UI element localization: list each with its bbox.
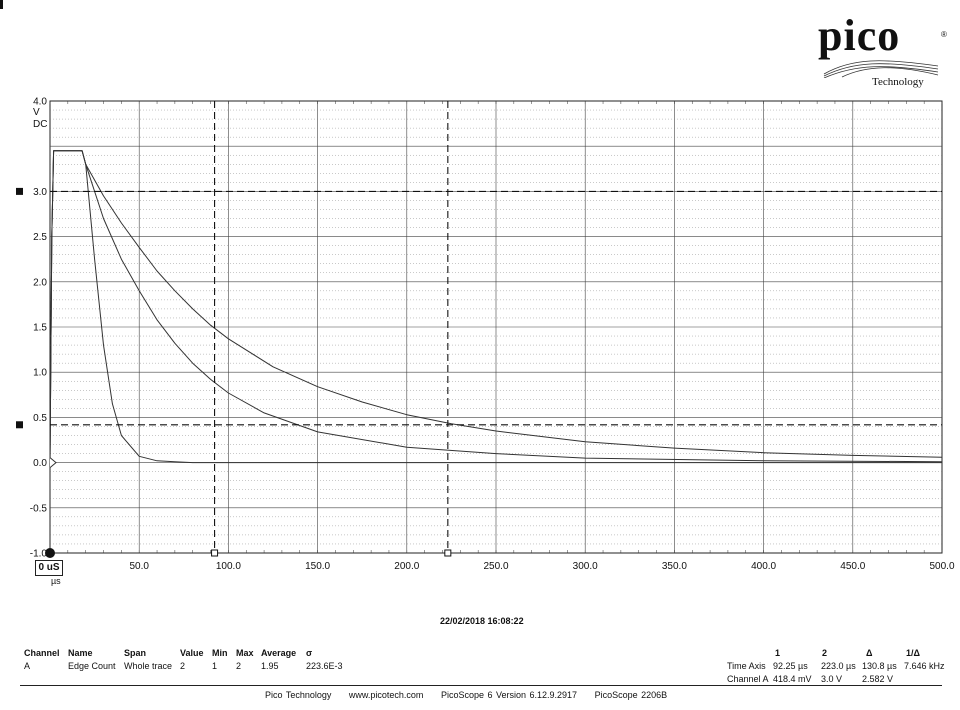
axis-origin-marker [45,548,55,558]
x-tick-label: 500.0 [929,561,954,572]
ruler-row-label: Channel A [727,674,769,684]
footer-company: Pico Technology [265,690,332,700]
meas-cell-min: 1 [212,661,218,671]
ruler-time-inverse: 7.646 kHz [904,661,945,671]
ruler-time-delta: 130.8 µs [862,661,897,671]
y-tick-label: 3.0 [33,187,47,198]
ruler-volt-1: 418.4 mV [773,674,812,684]
footer: Pico Technology www.picotech.com PicoSco… [265,690,681,700]
series-layer [49,150,943,464]
chart-grid [49,100,943,554]
y-axis-unit: V [33,107,40,118]
ruler-header-1: 1 [775,648,781,658]
voltage-ruler-handle-2 [16,421,23,429]
scope-chart[interactable]: 50.0 100.0 150.0 200.0 250.0 300.0 350.0 400.0 4… [0,0,960,610]
ruler-time-1: 92.25 µs [773,661,808,671]
meas-header-span: Span [124,648,147,658]
meas-header-name: Name [68,648,93,658]
meas-cell-max: 2 [236,661,242,671]
meas-cell-value: 2 [180,661,186,671]
ruler-header-inverse-delta: 1/Δ [906,648,920,658]
y-tick-label: -1.0 [30,549,48,560]
meas-cell-sigma: 223.6E-3 [306,661,343,671]
pico-logo: pico [818,11,901,60]
x-unit-label: µs [51,576,61,586]
footer-device: PicoScope 2206B [594,690,668,700]
x-tick-label: 400.0 [751,561,776,572]
x-tick-label: 50.0 [129,561,149,572]
time-origin-box[interactable]: 0 uS [35,560,63,576]
x-tick-label: 450.0 [840,561,865,572]
x-tick-label: 200.0 [394,561,419,572]
ruler-volt-delta: 2.582 V [862,674,894,684]
axis-labels: 50.0 100.0 150.0 200.0 250.0 300.0 350.0 400.0 4… [30,97,955,573]
y-tick-label: 1.0 [33,368,47,379]
y-tick-label: 0.0 [33,458,47,469]
footer-divider [20,685,942,686]
time-ruler-handle-2 [444,549,452,557]
trace-3 [49,150,943,463]
y-axis-coupling: DC [33,119,47,130]
ruler-volt-2: 3.0 V [821,674,843,684]
meas-cell-name: Edge Count [68,661,116,671]
registered-mark: ® [941,30,947,39]
footer-website: www.picotech.com [348,690,424,700]
x-tick-label: 250.0 [483,561,508,572]
footer-version: PicoScope 6 Version 6.12.9.2917 [440,690,578,700]
ruler-row-label: Time Axis [727,661,766,671]
time-ruler-handle-1 [211,549,219,557]
voltage-ruler-handle-1 [16,187,23,195]
y-tick-label: 1.5 [33,323,47,334]
meas-header-channel: Channel [24,648,60,658]
logo-subtitle: Technology [872,76,924,88]
capture-timestamp: 22/02/2018 16:08:22 [440,616,524,626]
logo-waves-icon [823,60,939,78]
meas-header-average: Average [261,648,297,658]
meas-header-value: Value [180,648,204,658]
y-tick-label: -0.5 [30,503,48,514]
x-tick-label: 100.0 [216,561,241,572]
y-tick-label: 4.0 [33,97,47,108]
trigger-marker [49,457,57,468]
meas-cell-average: 1.95 [261,661,279,671]
meas-cell-span: Whole trace [124,661,173,671]
meas-cell-channel: A [24,661,31,671]
x-tick-label: 350.0 [662,561,687,572]
corner-mark [0,0,3,9]
y-tick-label: 2.5 [33,232,47,243]
ruler-header-delta: Δ [866,648,873,658]
meas-header-sigma: σ [306,648,313,658]
x-tick-label: 150.0 [305,561,330,572]
ruler-time-2: 223.0 µs [821,661,856,671]
cursor-layer [16,101,942,558]
x-tick-label: 300.0 [573,561,598,572]
ruler-header-2: 2 [822,648,828,658]
meas-header-min: Min [212,648,228,658]
y-tick-label: 2.0 [33,277,47,288]
meas-header-max: Max [236,648,254,658]
y-tick-label: 0.5 [33,413,47,424]
